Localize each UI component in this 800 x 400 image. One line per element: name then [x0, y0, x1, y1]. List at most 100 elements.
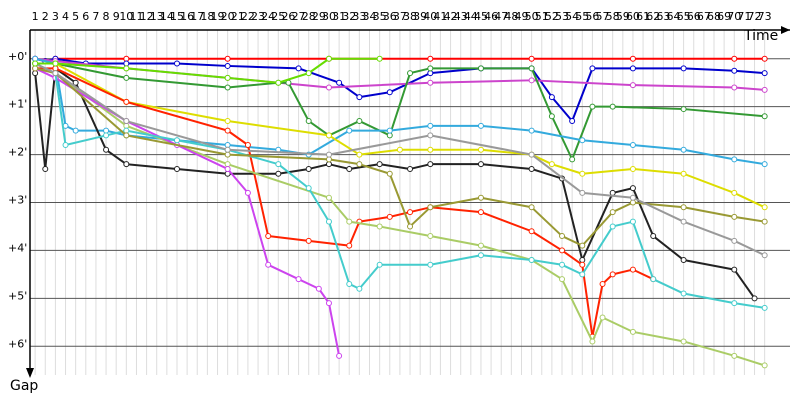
series-point	[315, 285, 322, 292]
series-point	[325, 218, 332, 225]
x-tick-label: 48	[504, 10, 518, 23]
series-point	[427, 55, 434, 62]
series-point	[680, 338, 687, 345]
series-point	[599, 314, 606, 321]
series-point	[427, 79, 434, 86]
x-tick-label: 28	[302, 10, 316, 23]
series-point	[477, 242, 484, 249]
x-tick-label: 5	[72, 10, 79, 23]
x-tick-label: 57	[596, 10, 610, 23]
series-point	[731, 300, 738, 307]
series-point	[265, 261, 272, 268]
series-point	[244, 189, 251, 196]
series-point	[356, 118, 363, 125]
plot	[32, 55, 768, 369]
series-point	[427, 233, 434, 240]
x-tick-label: 7	[92, 10, 99, 23]
series-point	[731, 84, 738, 91]
x-tick-label: 36	[383, 10, 397, 23]
series-point	[761, 218, 768, 225]
x-tick-label: 67	[697, 10, 711, 23]
series-point	[528, 228, 535, 235]
series-point	[629, 328, 636, 335]
series-point	[173, 165, 180, 172]
series-point	[589, 338, 596, 345]
series-point	[224, 118, 231, 125]
x-tick-label: 13	[150, 10, 164, 23]
series-point	[761, 86, 768, 93]
series-point	[427, 122, 434, 129]
series-point	[680, 106, 687, 113]
x-tick-label: 64	[666, 10, 680, 23]
series-point	[761, 362, 768, 369]
series-point	[407, 70, 414, 77]
series-point	[548, 94, 555, 101]
series-point	[305, 70, 312, 77]
x-tick-label: 58	[606, 10, 620, 23]
series-point	[376, 161, 383, 168]
series-point	[346, 127, 353, 134]
series-point	[407, 209, 414, 216]
series-point	[32, 65, 39, 72]
x-tick-label: 73	[758, 10, 772, 23]
series-point	[123, 74, 130, 81]
series-point	[579, 242, 586, 249]
x-tick-label: 59	[616, 10, 630, 23]
series-line	[34, 67, 765, 247]
x-tick-label: 12	[140, 10, 154, 23]
series-line	[35, 57, 765, 91]
series-point	[629, 185, 636, 192]
series-point	[305, 165, 312, 172]
series-point	[629, 199, 636, 206]
y-tick-label: +0'	[8, 50, 27, 63]
series-point	[407, 165, 414, 172]
series-point	[528, 55, 535, 62]
series-point	[62, 142, 69, 148]
x-tick-label: 29	[312, 10, 326, 23]
x-tick-label: 6	[82, 10, 89, 23]
series-point	[275, 161, 282, 168]
series-point	[224, 151, 231, 158]
series-point	[599, 280, 606, 287]
series-point	[528, 77, 535, 84]
series-point	[579, 257, 586, 263]
series-point	[295, 65, 302, 72]
x-tick-label: 56	[585, 10, 599, 23]
x-tick-label: 25	[271, 10, 285, 23]
x-tick-label: 72	[748, 10, 762, 23]
series-point	[123, 65, 130, 72]
series-point	[52, 65, 59, 72]
series-point	[629, 218, 636, 225]
series-point	[731, 266, 738, 273]
x-tick-label: 23	[251, 10, 265, 23]
series-point	[427, 70, 434, 77]
series-point	[224, 62, 231, 69]
x-tick-label: 60	[626, 10, 640, 23]
series-point	[32, 55, 39, 62]
series-point	[427, 65, 434, 72]
series-point	[609, 223, 616, 230]
x-tick-label: 69	[717, 10, 731, 23]
series-point	[559, 233, 566, 240]
y-tick-label: +3'	[8, 194, 27, 207]
series-point	[173, 60, 180, 67]
series-point	[356, 285, 363, 292]
y-axis-title: Gap	[10, 378, 38, 394]
series-point	[629, 266, 636, 273]
series-point	[224, 161, 231, 168]
series-point	[609, 209, 616, 216]
series-point	[336, 352, 343, 359]
x-tick-label: 35	[373, 10, 387, 23]
series-point	[52, 70, 59, 77]
x-tick-label: 22	[241, 10, 255, 23]
series-point	[569, 118, 576, 125]
series-point	[346, 242, 353, 249]
series-point	[731, 55, 738, 62]
series-point	[305, 118, 312, 125]
x-tick-label: 42	[444, 10, 458, 23]
series-point	[579, 271, 586, 278]
x-tick-label: 21	[231, 10, 245, 23]
series-point	[295, 276, 302, 283]
series-point	[427, 146, 434, 153]
series-point	[224, 146, 231, 153]
